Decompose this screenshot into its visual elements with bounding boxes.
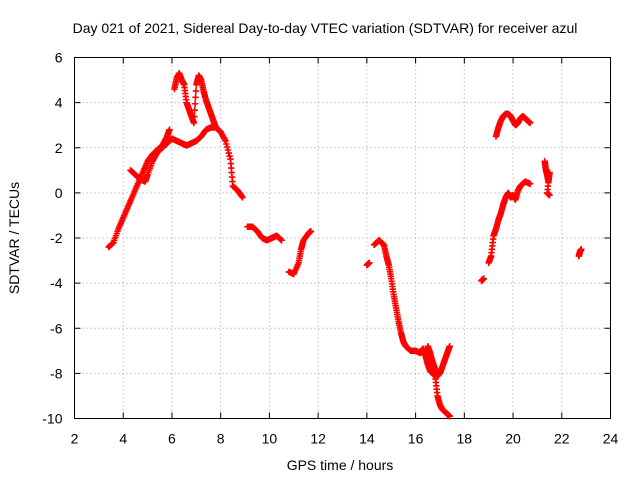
x-tick-label: 22 (554, 431, 570, 447)
y-tick-label: -4 (50, 275, 63, 291)
data-points (105, 70, 585, 420)
series-arc-8 (424, 343, 453, 379)
data-point (526, 119, 534, 127)
x-tick-label: 10 (262, 431, 278, 447)
data-point (191, 100, 199, 107)
data-point (212, 124, 220, 131)
x-tick-label: 2 (71, 431, 79, 447)
series-arc-12 (541, 158, 553, 199)
x-tick-label: 12 (310, 431, 326, 447)
series-arc-10 (485, 178, 534, 267)
data-point (192, 94, 199, 101)
series-arc-5 (285, 228, 315, 278)
data-point (366, 259, 373, 267)
x-tick-label: 20 (505, 431, 521, 447)
x-axis-label: GPS time / hours (287, 457, 394, 473)
y-tick-label: -10 (42, 411, 62, 427)
data-point (225, 149, 233, 157)
series-arc-2 (127, 124, 246, 201)
data-point (190, 119, 198, 127)
data-point (278, 237, 285, 244)
data-point (446, 343, 453, 350)
data-point (166, 126, 173, 133)
y-axis-label: SDTVAR / TECUs (6, 182, 22, 294)
x-tick-label: 6 (168, 431, 176, 447)
data-point (578, 246, 585, 253)
x-tick-label: 24 (603, 431, 619, 447)
series-arc-13 (575, 246, 585, 260)
series-arc-3 (171, 70, 220, 131)
plot-frame (74, 57, 611, 419)
data-point (223, 143, 231, 151)
x-tick-labels: 2 4 6 8 10 12 14 16 18 20 22 24 (71, 431, 619, 447)
y-tick-label: -6 (50, 320, 63, 336)
data-point (191, 106, 198, 114)
data-point (526, 180, 534, 188)
x-tick-label: 18 (457, 431, 473, 447)
y-tick-label: 2 (55, 140, 63, 156)
x-tick-label: 14 (359, 431, 375, 447)
data-point (238, 193, 245, 200)
data-point (224, 146, 232, 154)
x-tick-label: 4 (119, 431, 127, 447)
series-arc-9 (478, 275, 488, 285)
series-arc-6 (363, 259, 373, 269)
y-tick-label: 4 (55, 95, 63, 111)
chart-title: Day 021 of 2021, Sidereal Day-to-day VTE… (73, 20, 578, 36)
data-point (191, 113, 198, 120)
data-point (446, 413, 453, 420)
series-arc-4 (244, 223, 285, 244)
y-tick-label: 0 (55, 185, 63, 201)
data-point (222, 137, 229, 145)
data-point (546, 191, 553, 199)
y-tick-label: -2 (50, 230, 63, 246)
y-tick-label: -8 (50, 365, 63, 381)
data-point (480, 275, 488, 282)
series-arc-11 (492, 110, 534, 140)
data-point (226, 152, 233, 160)
data-point (239, 194, 246, 201)
data-point (223, 140, 230, 148)
data-point (307, 228, 315, 235)
x-tick-label: 16 (408, 431, 424, 447)
y-tick-labels: -10 -8 -6 -4 -2 0 2 4 6 (42, 50, 62, 427)
grid-lines (74, 57, 611, 419)
data-point (192, 87, 200, 95)
x-tick-label: 8 (217, 431, 225, 447)
y-tick-label: 6 (55, 50, 63, 66)
